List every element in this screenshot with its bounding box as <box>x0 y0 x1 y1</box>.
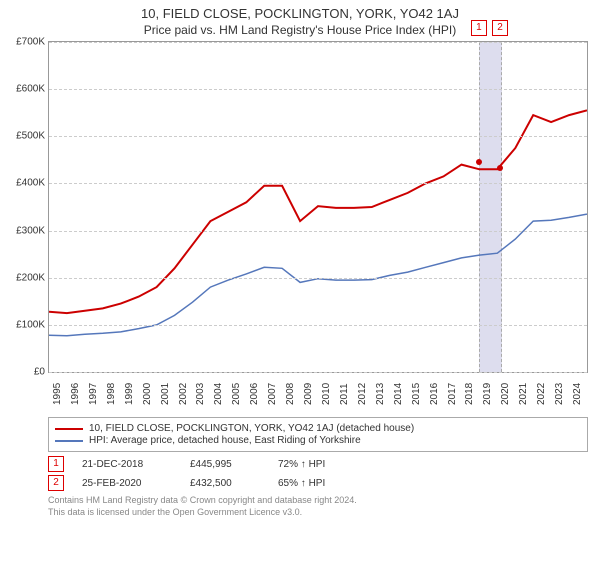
x-axis-label: 2013 <box>375 383 386 405</box>
x-axis-label: 2014 <box>393 383 404 405</box>
chart-lines-svg <box>49 42 587 372</box>
sale-vs-hpi: 65% ↑ HPI <box>278 478 358 489</box>
x-axis-label: 2023 <box>554 383 565 405</box>
sale-price: £445,995 <box>190 459 260 470</box>
x-axis-label: 2006 <box>249 383 260 405</box>
grid-line <box>49 42 587 43</box>
sale-marker-dot <box>497 165 503 171</box>
legend-swatch <box>55 428 83 430</box>
series-line-property <box>49 110 587 313</box>
y-axis-label: £700K <box>1 37 45 48</box>
x-axis-label: 2009 <box>303 383 314 405</box>
y-axis-label: £300K <box>1 225 45 236</box>
x-axis-label: 2008 <box>285 383 296 405</box>
footer-line-2: This data is licensed under the Open Gov… <box>48 507 588 519</box>
x-axis-label: 2015 <box>411 383 422 405</box>
x-axis-label: 2011 <box>339 383 350 405</box>
sales-table: 1 21-DEC-2018 £445,995 72% ↑ HPI 2 25-FEB-202… <box>48 456 588 491</box>
x-axis-label: 2001 <box>160 383 171 405</box>
legend-swatch <box>55 440 83 442</box>
sale-vs-hpi: 72% ↑ HPI <box>278 459 358 470</box>
legend-label: HPI: Average price, detached house, East… <box>89 435 361 446</box>
x-axis-label: 2002 <box>178 383 189 405</box>
x-axis-label: 2019 <box>482 383 493 405</box>
x-axis-label: 2005 <box>231 383 242 405</box>
chart-plot-area: £0£100K£200K£300K£400K£500K£600K£700K12 <box>48 41 588 373</box>
chart-subtitle: Price paid vs. HM Land Registry's House … <box>0 23 600 37</box>
x-axis-label: 2012 <box>357 383 368 405</box>
x-axis-label: 2010 <box>321 383 332 405</box>
sale-date: 25-FEB-2020 <box>82 478 172 489</box>
x-axis-label: 1998 <box>106 383 117 405</box>
sale-marker-dot <box>476 159 482 165</box>
grid-line <box>49 325 587 326</box>
y-axis-label: £100K <box>1 319 45 330</box>
sale-date: 21-DEC-2018 <box>82 459 172 470</box>
sale-price: £432,500 <box>190 478 260 489</box>
footer-line-1: Contains HM Land Registry data © Crown c… <box>48 495 588 507</box>
x-axis-label: 2021 <box>518 383 529 405</box>
y-axis-label: £500K <box>1 131 45 142</box>
x-axis-label: 1995 <box>52 383 63 405</box>
sales-row: 2 25-FEB-2020 £432,500 65% ↑ HPI <box>48 475 588 491</box>
x-axis-label: 2020 <box>500 383 511 405</box>
sales-row: 1 21-DEC-2018 £445,995 72% ↑ HPI <box>48 456 588 472</box>
grid-line <box>49 231 587 232</box>
x-axis-label: 2004 <box>213 383 224 405</box>
x-axis-label: 2018 <box>464 383 475 405</box>
grid-line <box>49 89 587 90</box>
x-axis-label: 2022 <box>536 383 547 405</box>
x-axis-label: 2017 <box>447 383 458 405</box>
sale-marker-id: 2 <box>48 475 64 491</box>
legend-label: 10, FIELD CLOSE, POCKLINGTON, YORK, YO42… <box>89 423 414 434</box>
chart-x-axis-labels: 1995 1996 1997 1998 1999 2000 2001 2002 2003 2004… <box>48 373 588 413</box>
x-axis-label: 2000 <box>142 383 153 405</box>
legend-item: HPI: Average price, detached house, East… <box>55 435 581 446</box>
x-axis-label: 1997 <box>88 383 99 405</box>
y-axis-label: £0 <box>1 367 45 378</box>
marker-label: 1 <box>471 20 487 36</box>
x-axis-label: 2003 <box>195 383 206 405</box>
x-axis-label: 2007 <box>267 383 278 405</box>
x-axis-label: 2024 <box>572 383 583 405</box>
x-axis-label: 1999 <box>124 383 135 405</box>
sale-marker-id: 1 <box>48 456 64 472</box>
grid-line <box>49 183 587 184</box>
grid-line <box>49 278 587 279</box>
chart-legend: 10, FIELD CLOSE, POCKLINGTON, YORK, YO42… <box>48 417 588 452</box>
y-axis-label: £400K <box>1 178 45 189</box>
marker-label: 2 <box>492 20 508 36</box>
chart-footer: Contains HM Land Registry data © Crown c… <box>48 495 588 518</box>
y-axis-label: £600K <box>1 84 45 95</box>
series-line-hpi <box>49 214 587 336</box>
x-axis-label: 2016 <box>429 383 440 405</box>
legend-item: 10, FIELD CLOSE, POCKLINGTON, YORK, YO42… <box>55 423 581 434</box>
grid-line <box>49 136 587 137</box>
y-axis-label: £200K <box>1 272 45 283</box>
chart-title: 10, FIELD CLOSE, POCKLINGTON, YORK, YO42… <box>0 6 600 21</box>
x-axis-label: 1996 <box>70 383 81 405</box>
